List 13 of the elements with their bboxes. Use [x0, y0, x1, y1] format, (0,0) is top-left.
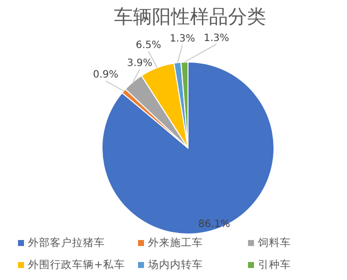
data-label: 6.5% [136, 40, 162, 52]
legend-label: 外部客户拉猪车 [28, 236, 105, 249]
data-label: 0.9% [93, 70, 118, 81]
data-label: 3.9% [127, 58, 152, 70]
legend-label: 饲料车 [257, 236, 291, 249]
data-label: 1.3% [204, 32, 230, 44]
legend-label: 引种车 [258, 258, 291, 271]
legend-label: 场内内转车 [147, 258, 203, 271]
data-label: 1.3% [170, 34, 196, 45]
legend-label: 外围行政车辆+私车 [28, 258, 125, 271]
data-label: 86.1% [198, 218, 230, 230]
chart-title: 车辆阳性样品分类 [114, 6, 266, 28]
legend-label: 外来施工车 [148, 236, 203, 249]
